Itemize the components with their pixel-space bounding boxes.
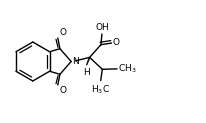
Text: O: O: [59, 28, 66, 37]
Text: O: O: [112, 38, 119, 47]
Text: CH$_3$: CH$_3$: [118, 63, 136, 75]
Text: OH: OH: [95, 23, 108, 32]
Text: H$_3$C: H$_3$C: [90, 83, 109, 96]
Text: N: N: [72, 57, 78, 66]
Text: O: O: [59, 86, 66, 95]
Text: H: H: [83, 68, 89, 77]
